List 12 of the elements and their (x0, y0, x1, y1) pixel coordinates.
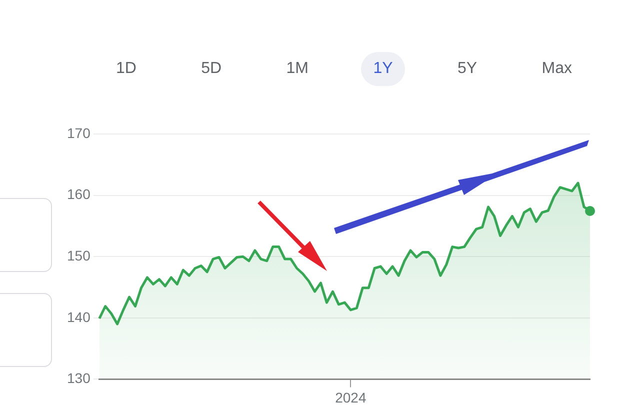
x-tick-label: 2024 (335, 389, 366, 406)
text: 1Y (361, 52, 405, 86)
y-tick-label: 170 (67, 124, 91, 141)
text: 5D (200, 59, 223, 79)
y-tick-label: 150 (67, 247, 91, 264)
text: 1D (115, 59, 138, 79)
text: 5Y (456, 59, 478, 79)
text: Max (540, 59, 573, 79)
text: 1M (285, 59, 310, 79)
y-tick-label: 140 (67, 308, 91, 325)
y-tick-label: 130 (67, 370, 91, 386)
y-tick-label: 160 (67, 186, 91, 202)
